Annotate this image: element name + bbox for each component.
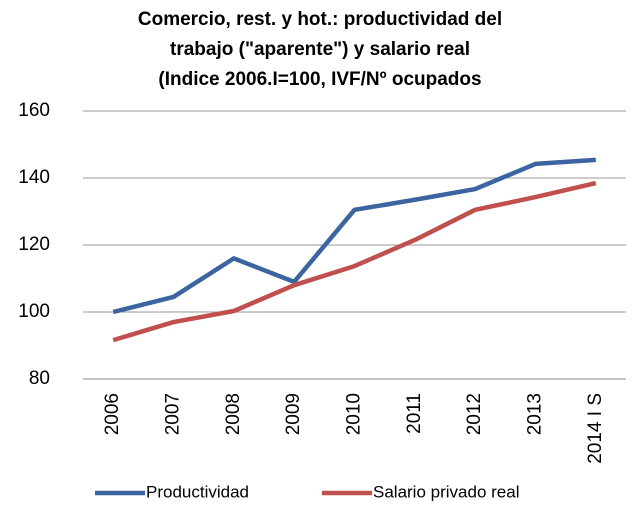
x-tick-label: 2008: [223, 393, 244, 435]
chart-title: trabajo ("aparente") y salario real: [170, 39, 470, 60]
x-tick-label: 2011: [404, 393, 425, 434]
x-tick-label: 2009: [283, 393, 304, 435]
x-tick-label: 2007: [163, 393, 184, 435]
y-tick-label: 100: [18, 301, 50, 322]
x-tick-label: 2006: [102, 393, 123, 435]
x-tick-label: 2010: [344, 393, 365, 435]
y-tick-label: 120: [18, 234, 50, 255]
chart-title: (Indice 2006.I=100, IVF/Nº ocupados: [158, 69, 481, 90]
data-line: [112, 157, 596, 315]
x-tick-label: 2012: [464, 393, 485, 435]
y-tick-label: 80: [29, 368, 50, 389]
x-tick-label: 2014 I S: [585, 393, 606, 464]
legend-label: Productividad: [146, 482, 249, 501]
y-tick-label: 160: [18, 100, 50, 121]
chart-title: Comercio, rest. y hot.: productividad de…: [138, 9, 502, 30]
data-line: [112, 180, 597, 343]
x-tick-label: 2013: [525, 393, 546, 435]
y-tick-label: 140: [18, 167, 50, 188]
legend-label: Salario privado real: [373, 482, 519, 501]
